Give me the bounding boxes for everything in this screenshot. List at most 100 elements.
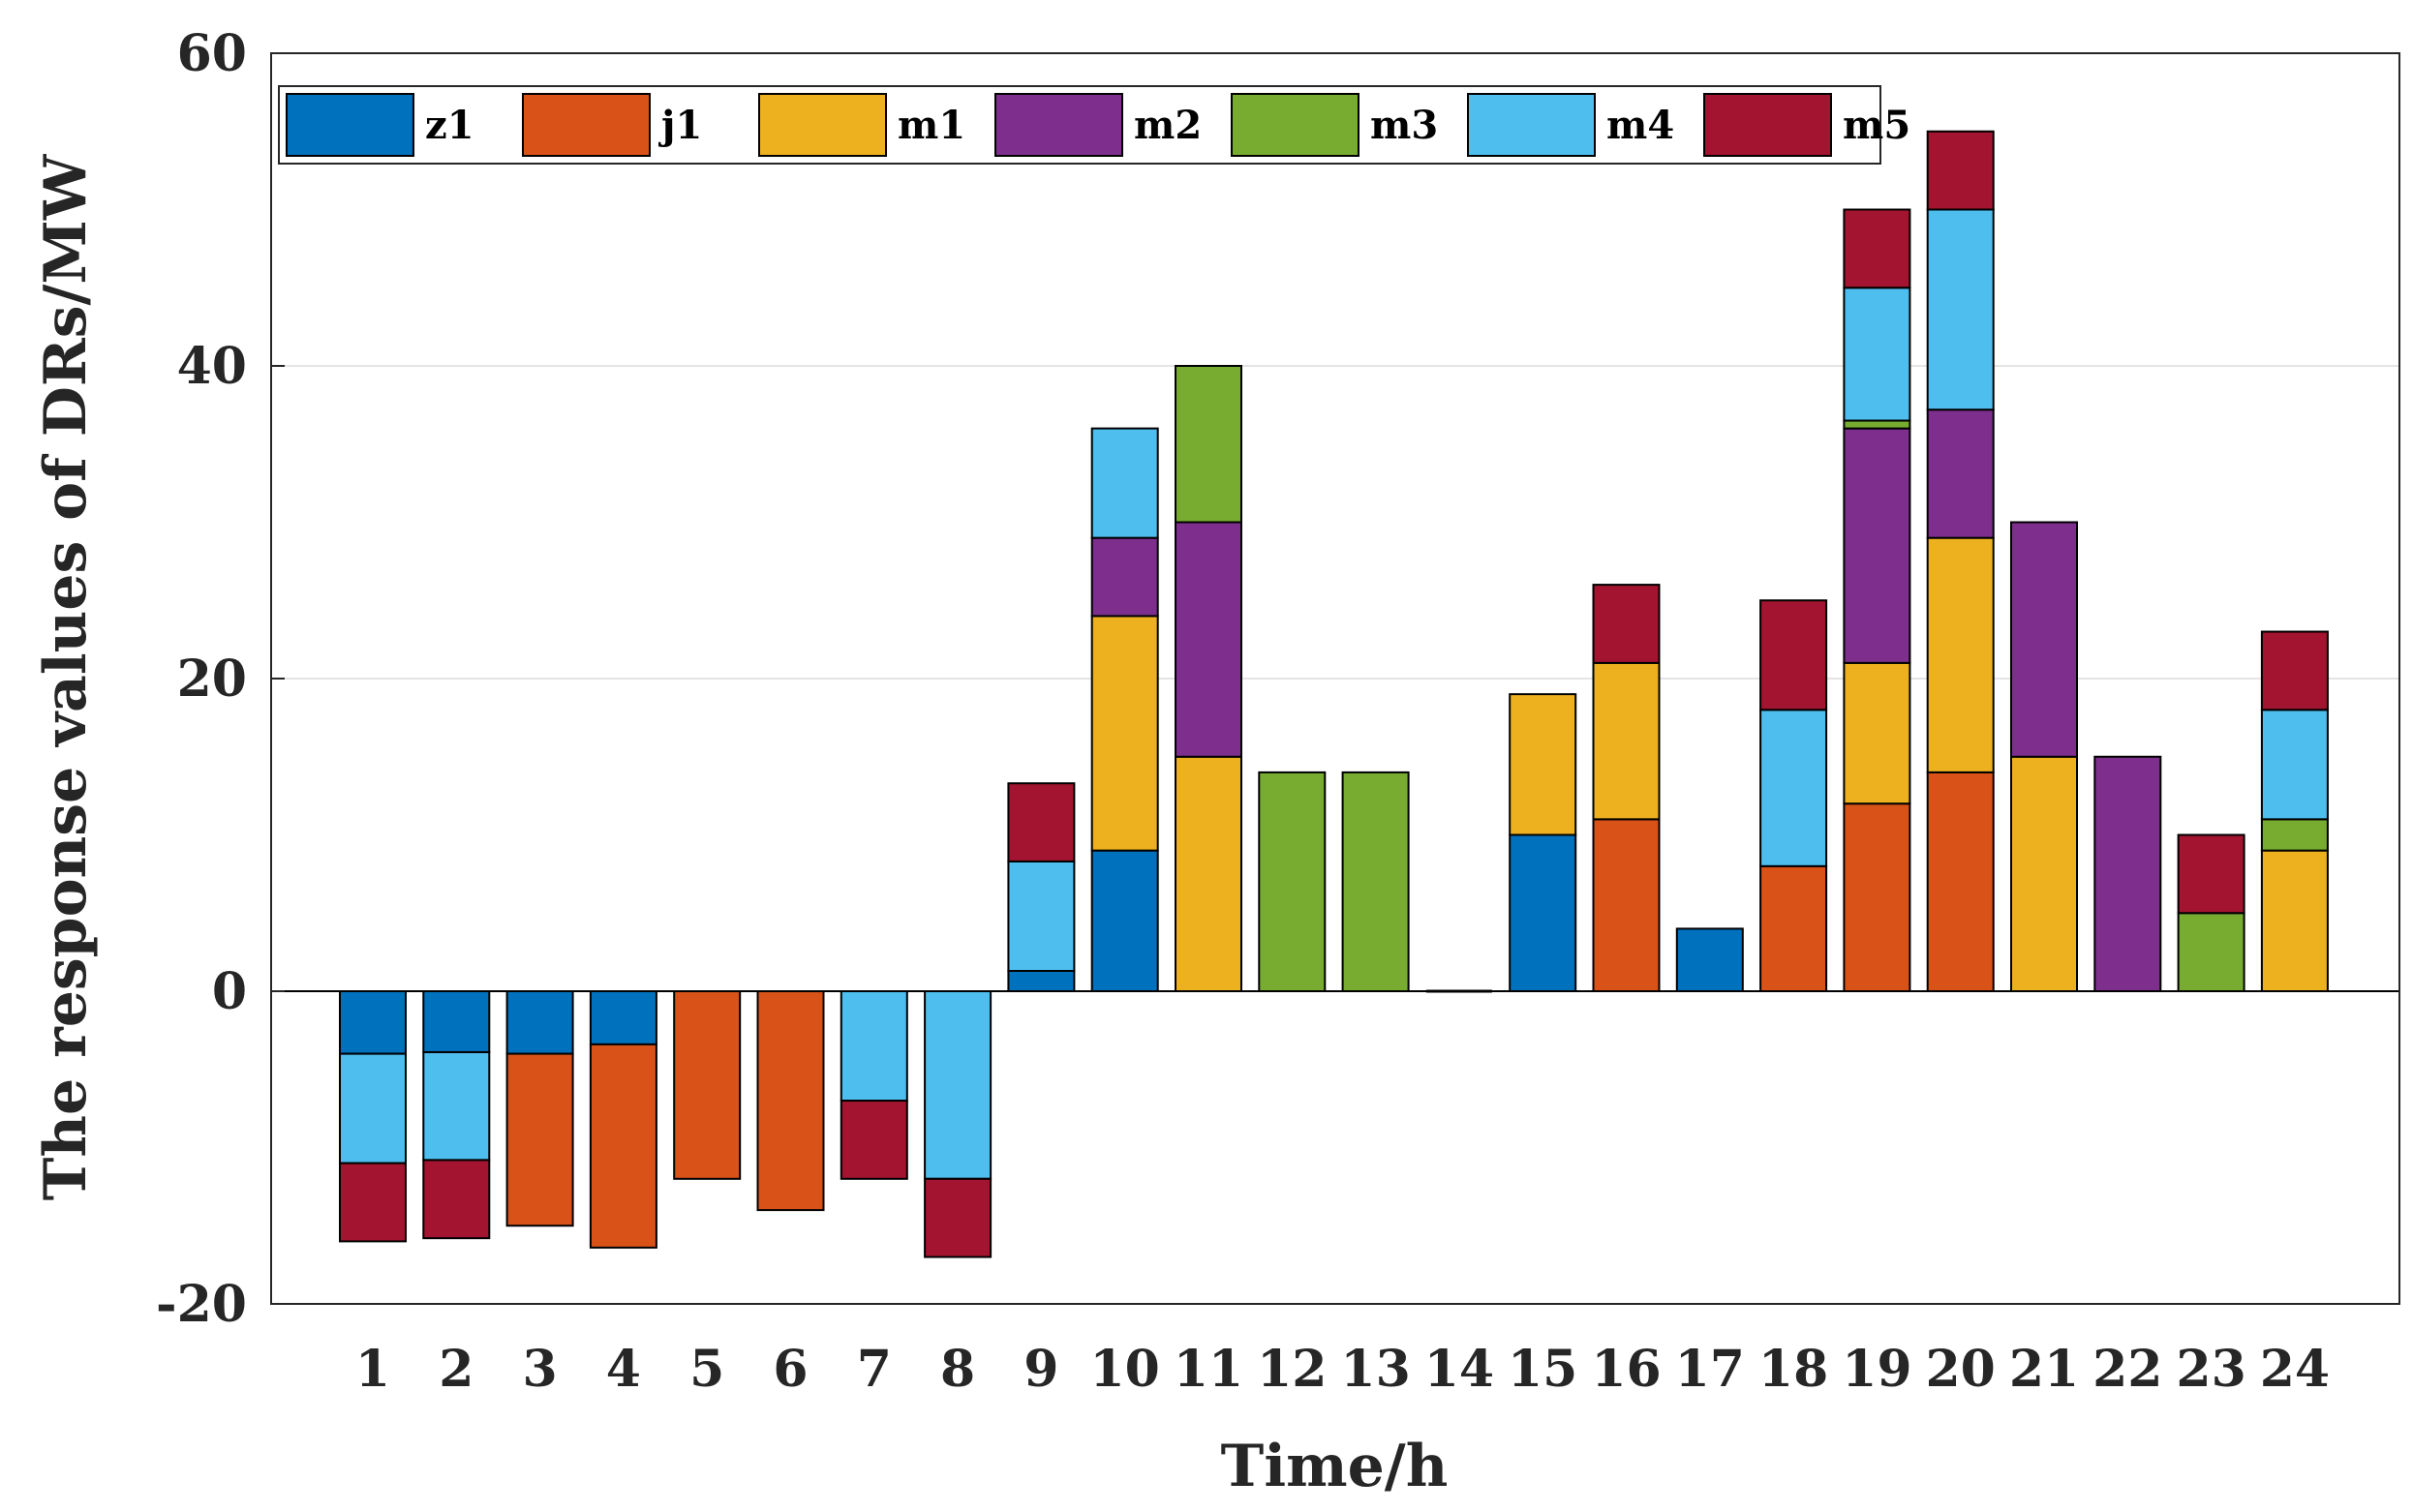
- bar-segment-m5-t19: [1843, 208, 1911, 289]
- bar-segment-m2-t22: [2093, 755, 2162, 992]
- bar-segment-j1-t6: [756, 990, 825, 1212]
- x-tick-label: 21: [2009, 1340, 2079, 1399]
- bar-segment-z1-t1: [339, 990, 407, 1055]
- x-tick-label: 4: [606, 1340, 641, 1399]
- bar-segment-m1-t10: [1090, 615, 1159, 852]
- bar-segment-m4-t8: [924, 990, 993, 1180]
- bar-segment-m3-t24: [2260, 818, 2329, 852]
- y-tick-label: 60: [177, 24, 247, 83]
- bar-segment-m3-t13: [1341, 771, 1410, 993]
- bar-segment-z1-t10: [1090, 849, 1159, 993]
- bar-segment-z1-t3: [505, 990, 574, 1055]
- bar-segment-m2-t20: [1926, 408, 1995, 539]
- bar-segment-m4-t2: [422, 1050, 491, 1162]
- bar-segment-m2-t11: [1175, 521, 1242, 758]
- legend-label-m3: m3: [1370, 103, 1438, 148]
- bar-segment-m1-t20: [1926, 536, 1995, 773]
- x-tick-label: 17: [1675, 1340, 1745, 1399]
- x-axis-title: Time/h: [1221, 1433, 1449, 1500]
- bar-segment-m2-t21: [2010, 521, 2078, 758]
- legend-label-z1: z1: [425, 103, 474, 148]
- x-tick-label: 10: [1090, 1340, 1160, 1399]
- legend-swatch-m1: [758, 93, 887, 157]
- bar-segment-j1-t19: [1843, 802, 1911, 993]
- bar-segment-m4-t24: [2260, 709, 2329, 821]
- bar-segment-m4-t7: [840, 990, 908, 1103]
- bar-segment-m4-t19: [1843, 287, 1911, 422]
- bar-segment-m5-t16: [1592, 584, 1661, 664]
- bar-segment-m1-t16: [1592, 661, 1661, 821]
- bar-segment-j1-t16: [1592, 818, 1661, 992]
- x-tick-label: 6: [773, 1340, 808, 1399]
- bar-segment-m5-t9: [1007, 782, 1076, 862]
- bar-segment-m2-t19: [1843, 427, 1911, 664]
- bar-segment-z1-t15: [1509, 833, 1577, 992]
- y-axis-title: The response values of DRs/MW: [32, 153, 100, 1200]
- legend-swatch-m2: [994, 93, 1123, 157]
- x-tick-label: 24: [2260, 1340, 2330, 1399]
- bar-segment-m1-t21: [2010, 755, 2078, 992]
- gridlines: [271, 365, 2399, 680]
- bar-segment-m4-t10: [1090, 427, 1159, 539]
- x-tick-label: 22: [2092, 1340, 2162, 1399]
- legend-swatch-m5: [1703, 93, 1832, 157]
- y-tick-label: 0: [212, 962, 247, 1021]
- legend-swatch-j1: [522, 93, 651, 157]
- bar-segment-m5-t2: [422, 1159, 491, 1240]
- bar-segment-m3-t19: [1843, 419, 1911, 430]
- x-tick-label: 11: [1174, 1340, 1243, 1399]
- bar-segment-m4-t1: [339, 1052, 407, 1164]
- x-tick-label: 2: [439, 1340, 473, 1399]
- legend-label-m1: m1: [898, 103, 965, 148]
- bars: [339, 130, 2329, 1258]
- bar-segment-m1-t11: [1175, 755, 1242, 992]
- bar-segment-m5-t24: [2260, 630, 2329, 711]
- x-tick-label: 15: [1508, 1340, 1577, 1399]
- bar-segment-m1-t15: [1509, 693, 1577, 836]
- bar-segment-m1-t24: [2260, 849, 2329, 993]
- bar-segment-j1-t3: [505, 1052, 574, 1227]
- x-tick-label: 13: [1340, 1340, 1410, 1399]
- x-tick-label: 14: [1424, 1340, 1494, 1399]
- x-tick-label: 3: [523, 1340, 558, 1399]
- bar-segment-j1-t5: [673, 990, 742, 1180]
- x-tick-label: 16: [1591, 1340, 1661, 1399]
- bar-segment-m5-t20: [1926, 130, 1995, 211]
- bar-segment-m4-t18: [1759, 709, 1828, 867]
- bar-segment-m5-t18: [1759, 599, 1828, 711]
- bar-segment-z1-t9: [1007, 970, 1076, 993]
- bar-segment-m5-t8: [924, 1177, 993, 1258]
- x-tick-label: 12: [1257, 1340, 1327, 1399]
- x-tick-labels: 1 2 3 4 5 6 7 8 9 10 11 12 13 14 15 16 17 18 19 20 21 22 23 24: [355, 1340, 2330, 1399]
- bar-segment-m5-t7: [840, 1100, 908, 1180]
- x-tick-label: 20: [1926, 1340, 1996, 1399]
- x-tick-label: 9: [1023, 1340, 1058, 1399]
- bar-segment-m4-t20: [1926, 208, 1995, 411]
- legend-label-m4: m4: [1606, 103, 1674, 148]
- legend-label-m5: m5: [1843, 103, 1910, 148]
- legend-swatch-m3: [1231, 93, 1359, 157]
- legend-swatch-m4: [1467, 93, 1596, 157]
- x-tick-label: 23: [2176, 1340, 2245, 1399]
- legend: z1 j1 m1 m2 m3 m4 m5: [278, 85, 1910, 165]
- y-tick-label: 20: [177, 650, 247, 709]
- bar-segment-j1-t20: [1926, 771, 1995, 993]
- x-tick-label: 8: [940, 1340, 975, 1399]
- x-tick-label: 7: [857, 1340, 892, 1399]
- bar-segment-z1-t4: [589, 990, 657, 1045]
- y-tick-labels: -20 0 20 40 60: [156, 24, 285, 1334]
- bar-segment-m2-t10: [1090, 536, 1159, 618]
- bar-segment-m3-t12: [1258, 771, 1327, 993]
- bar-segment-m1-t19: [1843, 661, 1911, 805]
- bar-segment-m5-t1: [339, 1162, 407, 1243]
- x-tick-label: 5: [689, 1340, 724, 1399]
- x-tick-label: 18: [1758, 1340, 1828, 1399]
- bar-segment-z1-t2: [422, 990, 491, 1053]
- bar-segment-m5-t23: [2177, 833, 2245, 915]
- bar-segment-z1-t17: [1675, 927, 1744, 993]
- x-tick-label: 1: [355, 1340, 390, 1399]
- bar-segment-m3-t23: [2177, 912, 2245, 992]
- legend-label-m2: m2: [1134, 103, 1202, 148]
- bar-segment-m3-t11: [1175, 365, 1242, 524]
